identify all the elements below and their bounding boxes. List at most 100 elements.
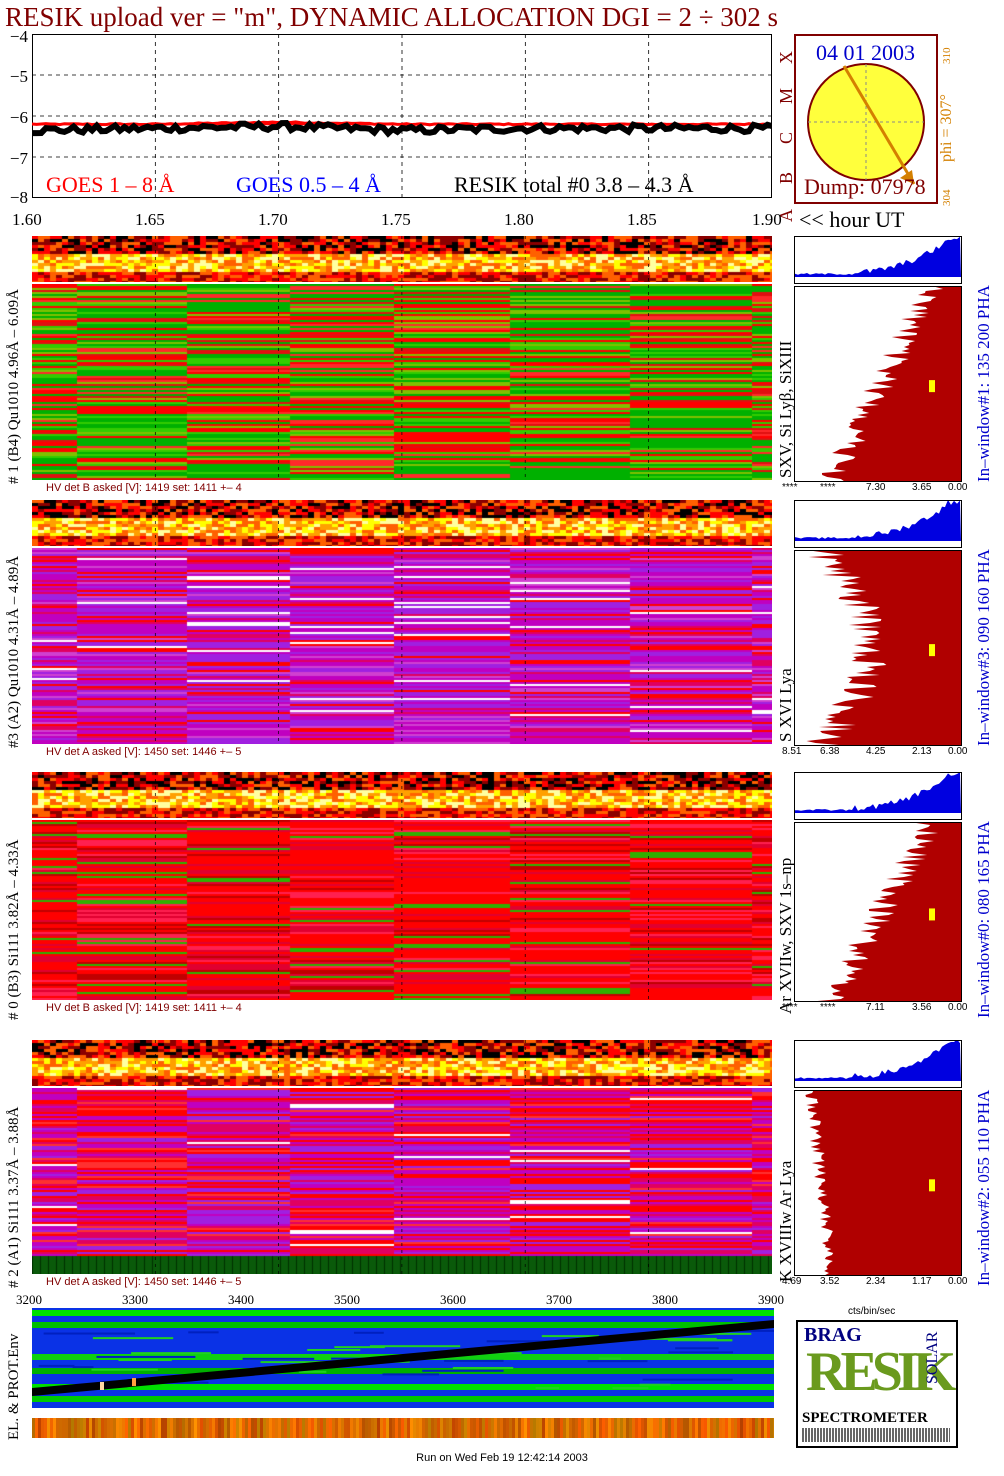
- env-bar-cell: [278, 1418, 281, 1438]
- env-bar-cell: [566, 1418, 569, 1438]
- env-stripe: [91, 1368, 158, 1371]
- x-tick: 1.80: [504, 210, 534, 229]
- detector-side-label: # 2 (A1) Si111 3.37Å – 3.88Å: [6, 1106, 22, 1288]
- env-stripe: [626, 1337, 717, 1340]
- hv-label: HV det A asked [V]: 1450 set: 1446 +– 5: [46, 746, 242, 758]
- env-bar-cell: [407, 1418, 410, 1438]
- env-bar-cell: [302, 1418, 305, 1438]
- env-bar-cell: [686, 1418, 689, 1438]
- env-stripe: [38, 1364, 75, 1367]
- env-bar-cell: [557, 1418, 560, 1438]
- env-bar-cell: [50, 1418, 53, 1438]
- x-tick: 1.75: [381, 210, 411, 229]
- env-bar-cell: [401, 1418, 404, 1438]
- env-bar-cell: [374, 1418, 377, 1438]
- env-bar-cell: [707, 1418, 710, 1438]
- env-bar-cell: [32, 1418, 35, 1438]
- env-bar-cell: [272, 1418, 275, 1438]
- env-bar-cell: [428, 1418, 431, 1438]
- env-bar-cell: [56, 1418, 59, 1438]
- pha-blue-fill: [795, 1041, 961, 1081]
- env-bar-cell: [737, 1418, 740, 1438]
- env-bar-cell: [542, 1418, 545, 1438]
- env-bar-cell: [110, 1418, 113, 1438]
- env-bar-cell: [113, 1418, 116, 1438]
- env-bar-cell: [170, 1418, 173, 1438]
- pha-red-box: [794, 286, 962, 482]
- env-bar-cell: [143, 1418, 146, 1438]
- pha-tick: 4.25: [866, 746, 886, 757]
- pha-blue-histogram: [795, 773, 961, 813]
- env-bar-cell: [260, 1418, 263, 1438]
- env-x-tick: 3700: [546, 1292, 572, 1307]
- env-bar-cell: [140, 1418, 143, 1438]
- env-bar-cell: [116, 1418, 119, 1438]
- env-bar-cell: [659, 1418, 662, 1438]
- env-bar-cell: [473, 1418, 476, 1438]
- env-bar-cell: [434, 1418, 437, 1438]
- pha-window-marker: [929, 644, 935, 657]
- env-bar-cell: [269, 1418, 272, 1438]
- env-bar-cell: [584, 1418, 587, 1438]
- phi-label: phi = 307°: [938, 94, 955, 162]
- env-bar-cell: [341, 1418, 344, 1438]
- env-bar-cell: [713, 1418, 716, 1438]
- pha-window-marker: [929, 380, 935, 393]
- env-bar-cell: [767, 1418, 770, 1438]
- detector-lines-label: K XVIIIw Ar Lya: [776, 1160, 795, 1282]
- logo-letters: RESIK: [806, 1341, 956, 1403]
- detector-lines-label: SXV, Si Lyβ, SiXIII: [776, 340, 795, 478]
- env-bar-cell: [602, 1418, 605, 1438]
- env-bar-cell: [764, 1418, 767, 1438]
- env-bar-cell: [62, 1418, 65, 1438]
- env-bar-cell: [86, 1418, 89, 1438]
- env-bar-cell: [437, 1418, 440, 1438]
- env-bar-cell: [743, 1418, 746, 1438]
- env-bar-cell: [533, 1418, 536, 1438]
- env-bar-cell: [419, 1418, 422, 1438]
- env-x-tick: 3300: [122, 1292, 148, 1307]
- env-bar-cell: [452, 1418, 455, 1438]
- env-stripe: [422, 1369, 504, 1372]
- pha-tick: 8.51: [782, 746, 802, 757]
- env-bar-cell: [731, 1418, 734, 1438]
- env-bar-cell: [122, 1418, 125, 1438]
- env-bar-cell: [497, 1418, 500, 1438]
- pha-red-fill: [817, 823, 961, 1001]
- env-bar-cell: [80, 1418, 83, 1438]
- env-stripe: [188, 1331, 219, 1334]
- env-bar-cell: [263, 1418, 266, 1438]
- env-bar-cell: [515, 1418, 518, 1438]
- env-bar-cell: [749, 1418, 752, 1438]
- env-bar-cell: [677, 1418, 680, 1438]
- env-stripe: [32, 1396, 774, 1402]
- env-bar-cell: [359, 1418, 362, 1438]
- env-bar-cell: [632, 1418, 635, 1438]
- env-bar-cell: [671, 1418, 674, 1438]
- env-bar-cell: [398, 1418, 401, 1438]
- env-stripe: [698, 1339, 733, 1342]
- env-bar-cell: [623, 1418, 626, 1438]
- env-bar-cell: [257, 1418, 260, 1438]
- env-stripe: [486, 1340, 553, 1343]
- env-bar-cell: [482, 1418, 485, 1438]
- env-bar-cell: [662, 1418, 665, 1438]
- x-tick: 1.90: [752, 210, 782, 229]
- goes-y-tick: −7: [9, 149, 28, 168]
- env-bar-cell: [206, 1418, 209, 1438]
- env-bar-cell: [575, 1418, 578, 1438]
- pha-tick: 6.38: [820, 746, 840, 757]
- logo-solar: SOLAR: [924, 1331, 941, 1384]
- pha-blue-box: [794, 236, 962, 284]
- env-bar-cell: [722, 1418, 725, 1438]
- env-bar-cell: [470, 1418, 473, 1438]
- pha-tick: 0.00: [948, 746, 968, 757]
- pha-blue-box: [794, 772, 962, 820]
- env-bar-cell: [119, 1418, 122, 1438]
- pha-blue-fill: [795, 237, 961, 277]
- hv-label: HV det B asked [V]: 1419 set: 1411 +– 4: [46, 1002, 242, 1014]
- env-bar-cell: [527, 1418, 530, 1438]
- env-stripe: [382, 1373, 440, 1376]
- env-bar-cell: [746, 1418, 749, 1438]
- env-bar-cell: [293, 1418, 296, 1438]
